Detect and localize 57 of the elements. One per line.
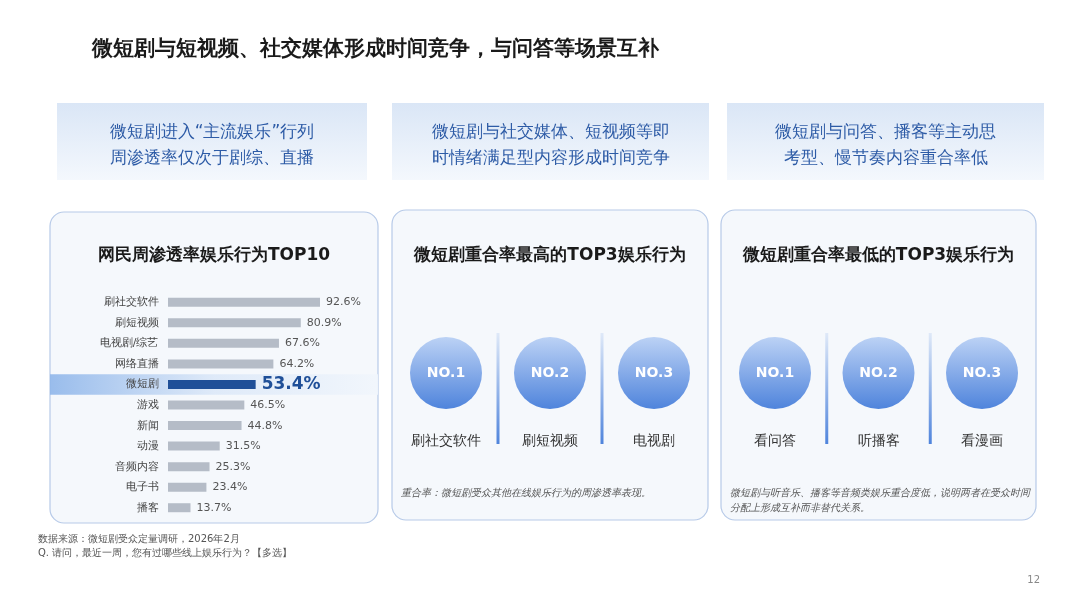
category-label: 看问答 (754, 432, 796, 448)
data-label: 53.4% (261, 373, 321, 394)
data-label: 64.2% (279, 356, 315, 370)
y-tick-label: 电视剧/综艺 (99, 336, 159, 350)
text: NO.1 (426, 364, 466, 380)
bar (168, 421, 242, 431)
bar (168, 379, 256, 389)
y-tick-label: 播客 (136, 500, 159, 514)
text: NO.2 (859, 364, 898, 380)
data-label: 92.6% (326, 295, 361, 309)
text: 微短剧重合率最低的TOP3娱乐行为 (741, 244, 1015, 264)
y-tick-label: 网络直播 (114, 356, 159, 370)
text: 微短剧与听音乐、播客等音频类娱乐重合度低，说明两者在受众时间分配上形成互补而非替代关系。 (730, 487, 1031, 513)
category-label: 看漫画 (961, 432, 1003, 448)
y-tick-label: 动漫 (136, 439, 159, 453)
data-label: 80.9% (306, 315, 342, 329)
data-label: 31.5% (225, 439, 261, 453)
chart-title: 网民周渗透率娱乐行为TOP10 (97, 244, 331, 264)
text: 12 (1027, 574, 1040, 585)
text: 微短剧重合率最高的TOP3娱乐行为 (413, 244, 686, 264)
bar (168, 338, 279, 348)
y-tick-label: 音频内容 (114, 459, 159, 473)
bar (168, 297, 320, 307)
bar (168, 482, 207, 492)
category-label: 刷社交软件 (411, 432, 481, 448)
bar (168, 462, 210, 472)
bar (168, 318, 301, 328)
y-tick-label: 新闻 (136, 418, 159, 432)
y-tick-label: 刷社交软件 (103, 295, 159, 309)
y-tick-label: 游戏 (136, 398, 159, 411)
text: 重合率：微短剧受众其他在线娱乐行为的周渗透率表现。 (401, 487, 651, 498)
text: NO.3 (962, 364, 1002, 380)
bar (168, 441, 220, 451)
bar (168, 400, 245, 410)
category-label: 刷短视频 (522, 432, 578, 448)
bar (168, 359, 274, 369)
text: 微短剧与问答、播客等主动思考型、慢节奏内容重合率低 (775, 121, 996, 167)
data-label: 25.3% (215, 459, 251, 473)
chart-subtitle: 微短剧进入“主流娱乐”行列周渗透率仅次于剧综、直播 (109, 121, 315, 167)
y-tick-label: 电子书 (125, 480, 159, 494)
text: Q. 请问，最近一周，您有过哪些线上娱乐行为？【多选】 (38, 547, 293, 558)
text: NO.3 (634, 364, 674, 380)
data-label: 13.7% (196, 500, 232, 514)
text: NO.2 (530, 364, 570, 380)
category-label: 听播客 (857, 432, 900, 448)
y-tick-label: 微短剧 (125, 377, 159, 391)
data-label: 23.4% (212, 480, 248, 494)
data-label: 67.6% (284, 336, 320, 350)
data-label: 44.8% (247, 418, 283, 432)
source-note: 数据来源：微短剧受众定量调研，2026年2月 (38, 533, 240, 544)
y-tick-label: 刷短视频 (114, 315, 159, 329)
text: 微短剧与社交媒体、短视频等即时情绪满足型内容形成时间竞争 (431, 121, 670, 167)
data-label: 46.5% (250, 398, 286, 411)
text: NO.1 (755, 364, 795, 380)
text: 微短剧与短视频、社交媒体形成时间竞争，与问答等场景互补 (91, 36, 660, 60)
category-label: 电视剧 (633, 432, 675, 448)
bar (168, 503, 191, 513)
